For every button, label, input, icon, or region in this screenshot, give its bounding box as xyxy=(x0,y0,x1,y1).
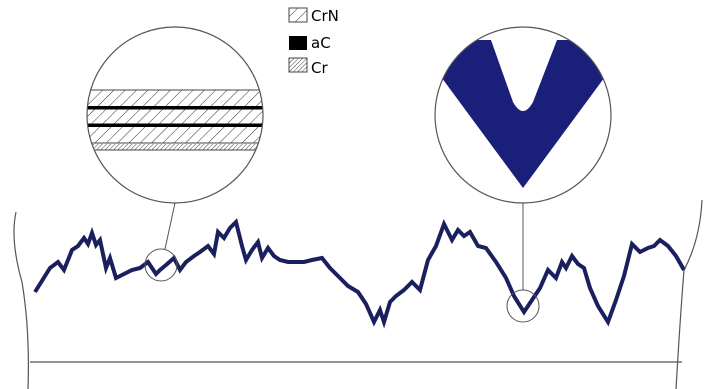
legend-swatch-ac xyxy=(289,36,307,50)
legend-label-cr: Cr xyxy=(311,59,328,77)
legend-swatch-cr xyxy=(288,57,308,73)
layer-crn-1 xyxy=(87,90,263,106)
legend-item-ac: aC xyxy=(289,34,331,52)
layer-crn-2 xyxy=(87,109,263,124)
layer-ac-2 xyxy=(87,123,263,127)
groove-coating xyxy=(436,40,610,188)
layer-ac-1 xyxy=(87,106,263,110)
substrate-left-edge xyxy=(13,211,29,389)
legend-label-crn: CrN xyxy=(311,7,339,25)
zoom-marker-left xyxy=(144,248,178,282)
surface-profile xyxy=(33,218,686,329)
zoom-marker-right xyxy=(506,289,540,323)
substrate-outline xyxy=(13,199,703,389)
legend-item-cr: Cr xyxy=(288,57,328,77)
layer-crn-3 xyxy=(87,127,263,143)
substrate-right-edge xyxy=(675,199,703,389)
legend-item-crn: CrN xyxy=(288,7,339,25)
connector-left xyxy=(164,202,176,250)
legend-label-ac: aC xyxy=(311,34,331,52)
magnified-layers-view xyxy=(86,26,264,204)
legend: CrN aC Cr xyxy=(288,7,339,77)
magnified-groove-view xyxy=(434,26,612,204)
legend-swatch-crn xyxy=(288,7,308,23)
layer-cr xyxy=(87,144,263,150)
